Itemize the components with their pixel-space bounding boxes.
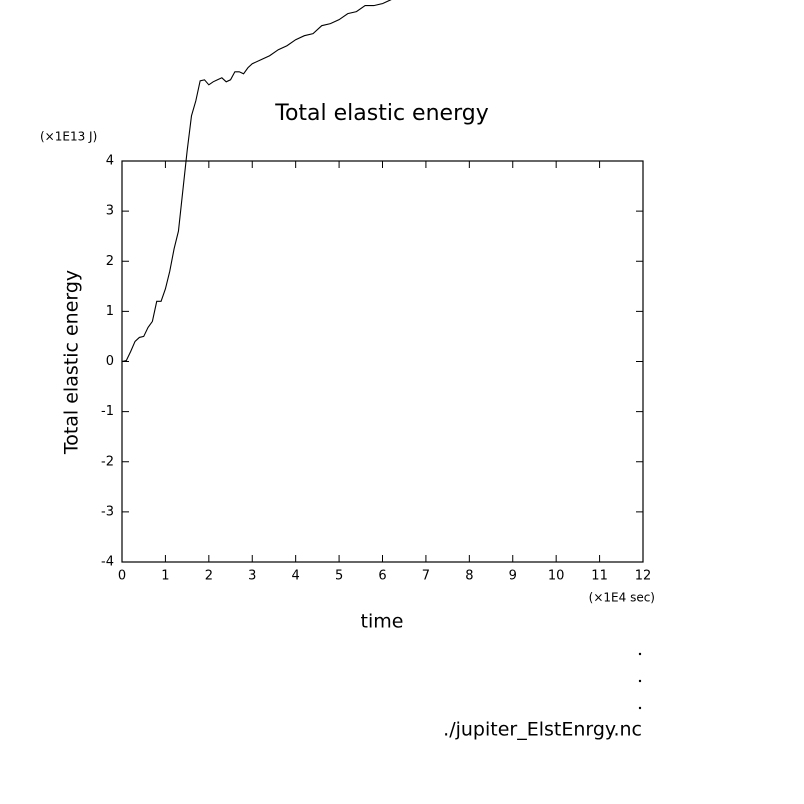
x-tick-label: 6 xyxy=(378,569,386,584)
y-tick-label: -2 xyxy=(101,454,114,469)
x-tick-label: 2 xyxy=(205,569,213,584)
x-tick-label: 7 xyxy=(422,569,430,584)
plot-frame xyxy=(121,160,644,563)
x-tick-label: 0 xyxy=(118,569,126,584)
y-tick-label: 2 xyxy=(106,254,114,269)
x-tick-label: 5 xyxy=(335,569,343,584)
x-unit: (×1E4 sec) xyxy=(589,591,655,605)
x-tick-label: 11 xyxy=(591,569,608,584)
y-tick-label: 4 xyxy=(106,154,114,169)
x-tick-label: 1 xyxy=(161,569,169,584)
x-tick-label: 9 xyxy=(509,569,517,584)
x-tick-label: 10 xyxy=(548,569,565,584)
y-tick-label: 3 xyxy=(106,204,114,219)
dot xyxy=(638,706,642,710)
x-tick-label: 8 xyxy=(465,569,473,584)
y-tick-label: -3 xyxy=(101,504,114,519)
y-tick-label: 0 xyxy=(106,354,114,369)
data-line xyxy=(121,0,392,363)
x-tick-label: 3 xyxy=(248,569,256,584)
y-tick-label: -1 xyxy=(101,404,114,419)
y-label: Total elastic energy xyxy=(61,270,83,455)
y-tick-label: 1 xyxy=(106,304,114,319)
x-tick-label: 4 xyxy=(292,569,300,584)
footer: ./jupiter_ElstEnrgy.nc xyxy=(443,719,642,741)
y-unit: (×1E13 J) xyxy=(40,130,97,144)
x-tick-label: 12 xyxy=(635,569,652,584)
y-tick-label: -4 xyxy=(101,555,114,570)
chart-title: Total elastic energy xyxy=(274,101,488,126)
dot xyxy=(638,652,642,656)
x-label: time xyxy=(361,611,404,633)
dot xyxy=(638,679,642,683)
